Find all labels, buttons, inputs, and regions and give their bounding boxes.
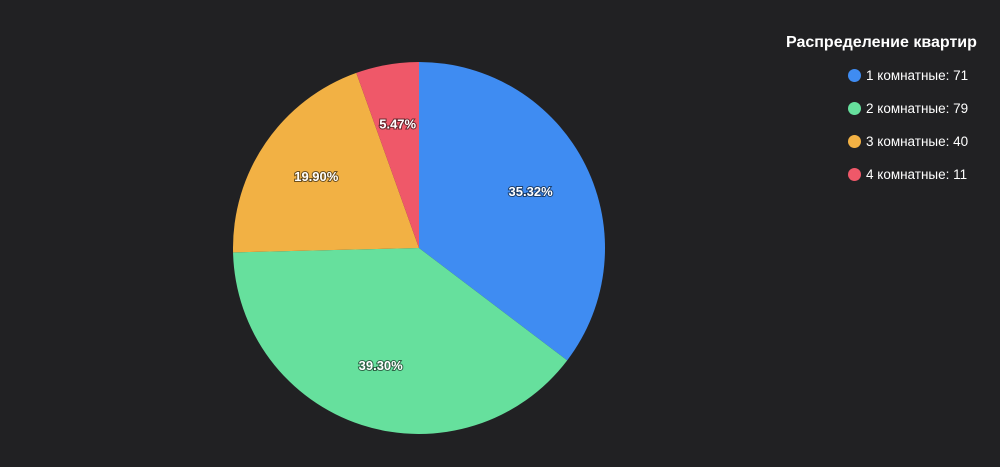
legend-color-dot [848,134,861,148]
slice-percent-label: 19.90% [294,169,339,184]
slice-percent-label: 35.32% [509,184,554,199]
pie-slice-2-room[interactable] [233,248,568,435]
pie-slice-3-room[interactable] [233,72,419,253]
slice-percent-label: 39.30% [359,358,404,373]
legend-color-dot [848,68,861,82]
legend-item-1-room[interactable]: 1 комнатные: 71 [786,64,996,86]
legend-item-2-room[interactable]: 2 комнатные: 79 [786,97,996,119]
legend-label: 4 комнатные: 11 [866,166,968,182]
legend-label: 1 комнатные: 71 [866,67,969,83]
slice-percent-label: 5.47% [379,117,416,132]
legend-item-3-room[interactable]: 3 комнатные: 40 [786,130,996,152]
legend-item-4-room[interactable]: 4 комнатные: 11 [786,163,996,185]
legend-color-dot [848,167,861,181]
pie-slice-1-room[interactable] [419,62,606,361]
pie-slice-4-room[interactable] [356,62,419,248]
legend-title: Распределение квартир [786,34,977,51]
legend-label: 3 комнатные: 40 [866,133,969,149]
legend-label: 2 комнатные: 79 [866,100,969,116]
chart-legend: Распределение квартир 1 комнатные: 71 2 … [786,34,996,196]
legend-color-dot [848,101,861,115]
